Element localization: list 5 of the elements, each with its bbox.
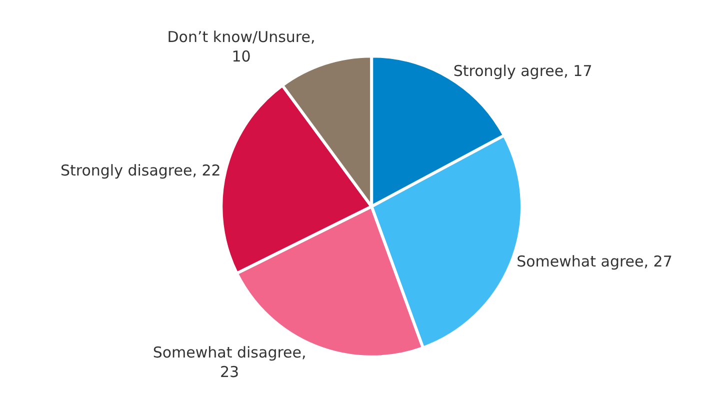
slice-label: Strongly disagree, 22 xyxy=(60,162,221,180)
slice-label: Strongly agree, 17 xyxy=(453,62,592,80)
slice-label: Somewhat agree, 27 xyxy=(516,252,672,270)
slice-label: Somewhat disagree, 23 xyxy=(152,344,306,382)
slice-label: Don’t know/Unsure, 10 xyxy=(167,28,316,66)
